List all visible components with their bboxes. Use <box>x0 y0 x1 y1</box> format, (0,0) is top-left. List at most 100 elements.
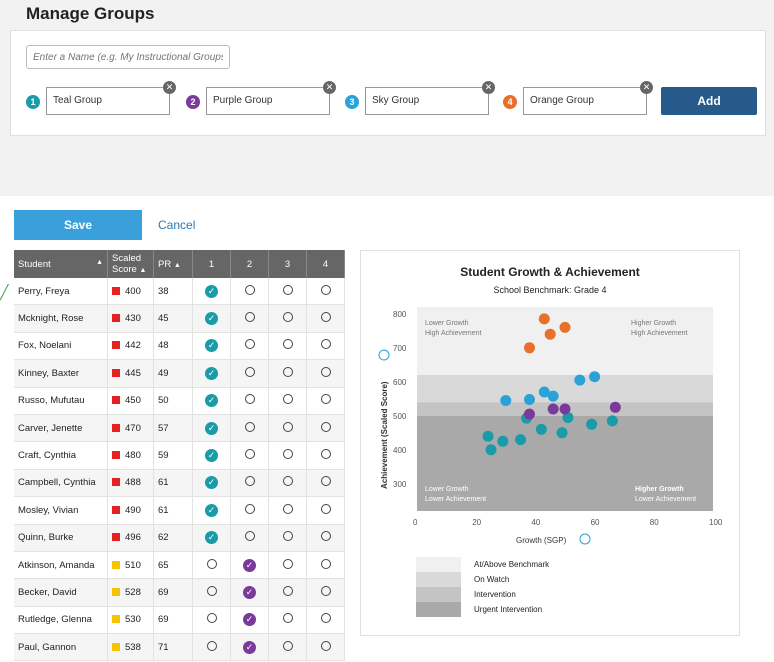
group-4-cell[interactable] <box>306 359 345 388</box>
remove-group-1-icon[interactable]: ✕ <box>163 81 176 94</box>
check-icon[interactable]: ✓ <box>205 421 218 435</box>
data-point[interactable] <box>523 342 535 354</box>
data-point[interactable] <box>523 408 535 420</box>
group-3-cell[interactable] <box>268 496 307 525</box>
save-button[interactable]: Save <box>14 210 142 240</box>
radio-button[interactable] <box>320 312 331 323</box>
group-1-cell[interactable] <box>192 633 231 662</box>
radio-button[interactable] <box>282 449 293 460</box>
radio-button[interactable] <box>282 394 293 405</box>
radio-button[interactable] <box>320 339 331 350</box>
radio-button[interactable] <box>282 476 293 487</box>
check-icon[interactable]: ✓ <box>243 613 256 627</box>
radio-button[interactable] <box>244 394 255 405</box>
data-point[interactable] <box>500 395 512 406</box>
data-point[interactable] <box>523 393 535 405</box>
radio-button[interactable] <box>244 312 255 323</box>
remove-group-3-icon[interactable]: ✕ <box>482 81 495 94</box>
group-4-cell[interactable] <box>306 633 345 662</box>
group-2-cell[interactable] <box>230 387 269 415</box>
group-name-input[interactable] <box>26 45 230 69</box>
group-2-cell[interactable] <box>230 332 269 361</box>
data-point[interactable] <box>574 374 586 386</box>
group-1-cell[interactable] <box>192 551 231 580</box>
group-2-cell[interactable] <box>230 414 269 443</box>
group-2-cell[interactable] <box>230 441 269 470</box>
radio-button[interactable] <box>320 366 331 377</box>
data-point[interactable] <box>535 423 547 435</box>
group-3-cell[interactable] <box>268 633 307 662</box>
group-3-cell[interactable] <box>268 469 307 498</box>
radio-button[interactable] <box>320 558 331 569</box>
group-3-cell[interactable] <box>268 278 307 306</box>
radio-button[interactable] <box>320 585 331 596</box>
check-icon[interactable]: ✓ <box>243 558 256 572</box>
radio-button[interactable] <box>320 476 331 487</box>
radio-button[interactable] <box>206 640 217 651</box>
radio-button[interactable] <box>282 284 293 295</box>
group-2-cell[interactable] <box>230 524 269 552</box>
data-point[interactable] <box>547 390 559 402</box>
group-3-name-field[interactable]: Sky Group <box>365 87 489 115</box>
data-point[interactable] <box>559 321 571 333</box>
check-icon[interactable]: ✓ <box>205 531 218 545</box>
data-point[interactable] <box>485 444 497 456</box>
radio-button[interactable] <box>282 585 293 596</box>
radio-button[interactable] <box>282 503 293 514</box>
radio-button[interactable] <box>320 421 331 432</box>
group-4-cell[interactable] <box>306 332 345 361</box>
radio-button[interactable] <box>320 449 331 460</box>
group-2-cell[interactable]: ✓ <box>230 551 269 580</box>
data-point[interactable] <box>497 435 509 447</box>
group-4-cell[interactable] <box>306 606 345 635</box>
radio-button[interactable] <box>206 558 217 569</box>
remove-group-2-icon[interactable]: ✕ <box>323 81 336 94</box>
group-2-cell[interactable] <box>230 304 269 333</box>
radio-button[interactable] <box>244 421 255 432</box>
check-icon[interactable]: ✓ <box>205 476 218 490</box>
data-point[interactable] <box>586 418 598 430</box>
radio-button[interactable] <box>282 421 293 432</box>
data-point[interactable] <box>482 430 494 442</box>
radio-button[interactable] <box>282 366 293 377</box>
radio-button[interactable] <box>244 531 255 542</box>
group-1-cell[interactable]: ✓ <box>192 414 231 443</box>
check-icon[interactable]: ✓ <box>205 503 218 517</box>
group-4-cell[interactable] <box>306 387 345 415</box>
group-1-cell[interactable]: ✓ <box>192 359 231 388</box>
check-icon[interactable]: ✓ <box>205 449 218 463</box>
group-1-cell[interactable]: ✓ <box>192 304 231 333</box>
group-2-cell[interactable] <box>230 496 269 525</box>
radio-button[interactable] <box>282 640 293 651</box>
group-4-cell[interactable] <box>306 278 345 306</box>
group-1-cell[interactable]: ✓ <box>192 332 231 361</box>
radio-button[interactable] <box>282 312 293 323</box>
radio-button[interactable] <box>282 531 293 542</box>
group-4-cell[interactable] <box>306 304 345 333</box>
radio-button[interactable] <box>320 503 331 514</box>
group-4-cell[interactable] <box>306 578 345 607</box>
data-point[interactable] <box>538 386 550 398</box>
group-4-cell[interactable] <box>306 441 345 470</box>
group-3-cell[interactable] <box>268 524 307 552</box>
group-3-cell[interactable] <box>268 606 307 635</box>
check-icon[interactable]: ✓ <box>243 640 256 654</box>
data-point[interactable] <box>589 371 601 383</box>
group-2-name-field[interactable]: Purple Group <box>206 87 330 115</box>
group-3-cell[interactable] <box>268 304 307 333</box>
radio-button[interactable] <box>244 503 255 514</box>
group-4-cell[interactable] <box>306 469 345 498</box>
group-3-cell[interactable] <box>268 332 307 361</box>
data-point[interactable] <box>515 434 527 446</box>
group-1-cell[interactable]: ✓ <box>192 469 231 498</box>
group-4-cell[interactable] <box>306 414 345 443</box>
radio-button[interactable] <box>244 366 255 377</box>
data-point[interactable] <box>538 313 550 325</box>
data-point[interactable] <box>544 328 556 340</box>
group-1-cell[interactable] <box>192 606 231 635</box>
radio-button[interactable] <box>320 640 331 651</box>
group-3-cell[interactable] <box>268 578 307 607</box>
radio-button[interactable] <box>244 449 255 460</box>
check-icon[interactable]: ✓ <box>205 339 218 353</box>
group-2-cell[interactable]: ✓ <box>230 578 269 607</box>
